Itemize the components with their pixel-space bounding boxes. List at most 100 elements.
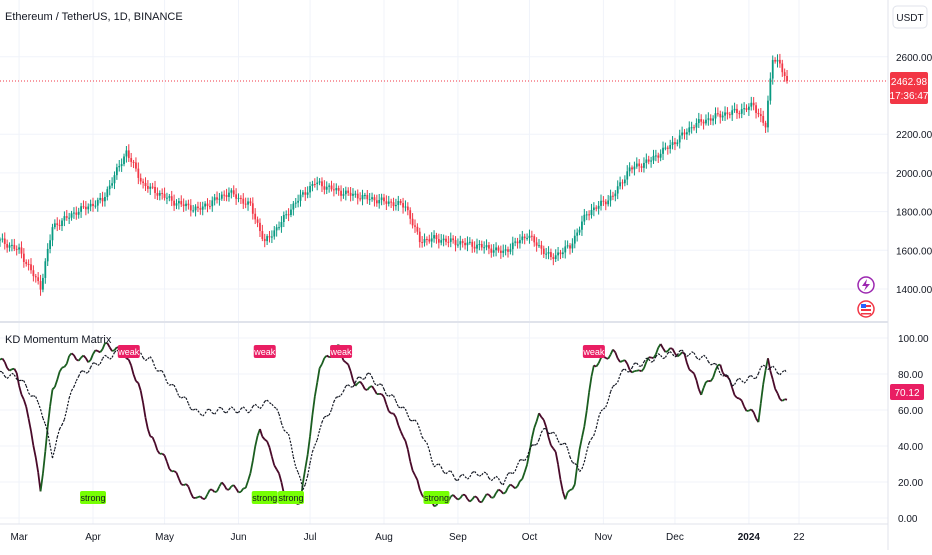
candle-body xyxy=(483,247,485,248)
candle-body xyxy=(772,60,774,79)
candle-body xyxy=(412,219,414,226)
kd-k-line-segment xyxy=(737,398,739,399)
candle-body xyxy=(271,237,273,238)
candle-body xyxy=(724,112,726,115)
candle-body xyxy=(180,201,182,204)
candle-body xyxy=(645,159,647,162)
lightning-icon[interactable] xyxy=(858,277,874,293)
candle-body xyxy=(61,221,63,226)
candle-body xyxy=(507,249,509,251)
candle-body xyxy=(278,227,280,228)
candle-body xyxy=(343,194,345,196)
candle-body xyxy=(393,202,395,206)
candle-body xyxy=(374,197,376,200)
candle-body xyxy=(641,166,643,168)
candle-body xyxy=(514,242,516,243)
candle-body xyxy=(159,193,161,196)
kd-k-line-segment xyxy=(458,498,460,499)
candle-body xyxy=(605,202,607,205)
candle-body xyxy=(369,199,371,200)
candle-body xyxy=(104,197,106,201)
candle-body xyxy=(769,79,771,101)
time-tick-label: 22 xyxy=(793,532,805,543)
candle-body xyxy=(223,195,225,196)
candle-body xyxy=(676,142,678,144)
candle-body xyxy=(66,216,68,218)
candle-body xyxy=(564,246,566,252)
candle-body xyxy=(266,236,268,241)
candle-body xyxy=(610,196,612,201)
currency-button[interactable]: USDT xyxy=(893,6,927,28)
candle-body xyxy=(569,245,571,248)
kd-tick-label: 80.00 xyxy=(898,370,923,381)
kd-k-line-segment xyxy=(503,492,505,493)
time-tick-label: Nov xyxy=(595,532,613,543)
signal-label-text: weak xyxy=(117,347,140,357)
candle-body xyxy=(42,278,44,290)
candle-body xyxy=(383,197,385,201)
price-tick-label: 1600.00 xyxy=(896,246,932,257)
symbol-title[interactable]: Ethereum / TetherUS, 1D, BINANCE xyxy=(5,11,183,23)
candle-body xyxy=(366,195,368,199)
candle-body xyxy=(471,242,473,247)
candle-body xyxy=(371,197,373,199)
us-flag-icon[interactable] xyxy=(858,301,874,317)
candle-body xyxy=(264,239,266,241)
candle-body xyxy=(743,108,745,109)
candle-body xyxy=(145,183,147,186)
candle-body xyxy=(247,201,249,204)
strong-label: strong xyxy=(423,491,449,504)
candle-body xyxy=(123,156,125,164)
kd-k-line-segment xyxy=(487,494,489,495)
candle-body xyxy=(73,213,75,214)
candle-body xyxy=(576,233,578,236)
candle-body xyxy=(562,252,564,254)
candle-body xyxy=(269,236,271,237)
candle-body xyxy=(52,227,54,240)
price-badge-value: 2462.98 xyxy=(891,77,928,88)
candle-body xyxy=(512,243,514,249)
candle-body xyxy=(636,164,638,167)
candle-body xyxy=(54,223,56,227)
candle-body xyxy=(261,231,263,239)
candle-body xyxy=(292,204,294,210)
candle-body xyxy=(309,186,311,192)
candle-body xyxy=(445,239,447,242)
candle-body xyxy=(617,186,619,193)
candle-body xyxy=(786,76,788,81)
candle-body xyxy=(381,197,383,200)
candle-body xyxy=(297,201,299,203)
candle-body xyxy=(63,216,65,220)
candle-body xyxy=(121,164,123,166)
candle-body xyxy=(509,249,511,252)
candle-body xyxy=(488,245,490,248)
candle-body xyxy=(149,187,151,189)
candle-body xyxy=(13,245,15,249)
candle-body xyxy=(314,184,316,185)
kd-k-line-segment xyxy=(215,491,217,492)
candle-body xyxy=(741,109,743,114)
candle-body xyxy=(638,164,640,167)
candle-body xyxy=(214,197,216,200)
candle-body xyxy=(574,236,576,244)
candle-body xyxy=(781,64,783,73)
candle-body xyxy=(643,163,645,168)
indicator-title[interactable]: KD Momentum Matrix xyxy=(5,334,112,346)
candle-body xyxy=(712,118,714,120)
candle-body xyxy=(696,123,698,128)
candle-body xyxy=(90,204,92,207)
candle-body xyxy=(614,194,616,197)
candle-body xyxy=(729,114,731,115)
candle-body xyxy=(397,201,399,205)
candle-body xyxy=(188,204,190,206)
time-tick-label: Jul xyxy=(304,532,317,543)
candle-body xyxy=(655,155,657,156)
candle-body xyxy=(684,133,686,135)
indicator-value: 70.12 xyxy=(894,388,919,399)
candle-body xyxy=(199,208,201,210)
candle-body xyxy=(603,201,605,202)
time-tick-label: Sep xyxy=(449,532,467,543)
candle-body xyxy=(416,227,418,232)
candle-body xyxy=(219,199,221,200)
